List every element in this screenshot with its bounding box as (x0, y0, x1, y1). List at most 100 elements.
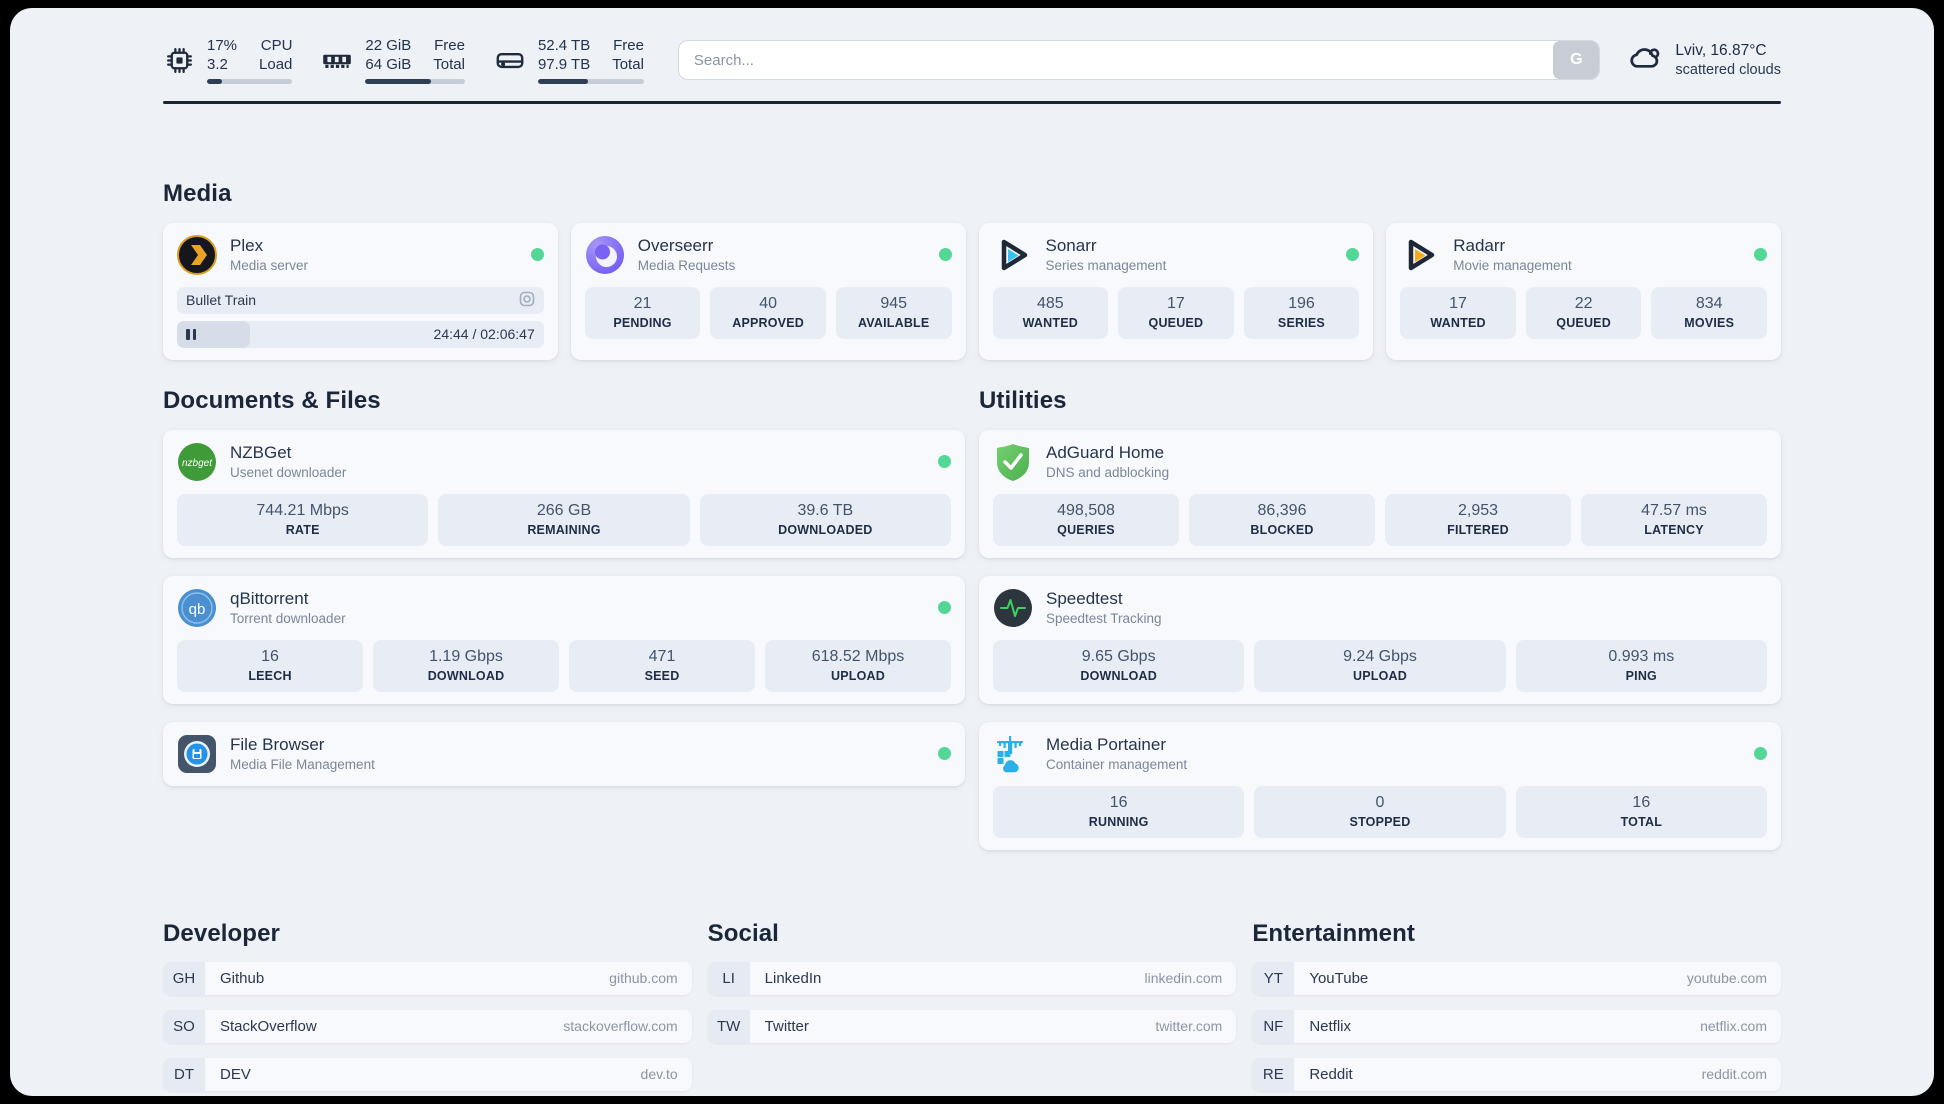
bookmark-youtube[interactable]: YT YouTube youtube.com (1252, 961, 1781, 995)
bookmark-github[interactable]: GH Github github.com (163, 961, 692, 995)
status-dot (938, 248, 952, 261)
top-bar: 17% 3.2 CPU Load (163, 36, 1781, 84)
bookmark-url: reddit.com (1701, 1066, 1767, 1082)
stat-block: 17 QUEUED (1118, 286, 1234, 339)
status-dot (1754, 747, 1767, 760)
bookmark-abbr: TW (707, 1009, 750, 1043)
service-desc: Media Requests (637, 258, 736, 273)
sonarr-icon (993, 235, 1033, 275)
memory-value-1: 22 GiB (365, 37, 412, 54)
pause-icon (186, 328, 196, 340)
cpu-value-1: 17% (207, 37, 238, 54)
bookmark-netflix[interactable]: NF Netflix netflix.com (1252, 1009, 1781, 1043)
bookmark-url: linkedin.com (1144, 970, 1223, 986)
qbittorrent-icon: qb (177, 588, 217, 628)
service-card-nzbget[interactable]: nzbget NZBGet Usenet downloader 74 (163, 429, 965, 558)
memory-value-2: 64 GiB (365, 56, 412, 73)
playback-time: 24:44 / 02:06:47 (433, 326, 535, 342)
stat-block: 86,396 BLOCKED (1189, 493, 1375, 546)
memory-icon (320, 43, 354, 77)
service-card-speedtest[interactable]: Speedtest Speedtest Tracking 9.65 Gbps DO… (979, 575, 1781, 704)
stat-block: 1.19 Gbps DOWNLOAD (373, 639, 559, 692)
overseerr-icon (585, 235, 625, 275)
bookmark-reddit[interactable]: RE Reddit reddit.com (1252, 1057, 1781, 1091)
playback-progress-row: 24:44 / 02:06:47 (177, 320, 544, 348)
stat-block: 9.24 Gbps UPLOAD (1254, 639, 1506, 692)
service-desc: Media server (230, 258, 309, 273)
search-input[interactable] (677, 40, 1601, 80)
memory-progress-bar (365, 79, 465, 84)
stat-block: 2,953 FILTERED (1385, 493, 1571, 546)
service-card-qbittorrent[interactable]: qb qBittorrent Torrent downloader (163, 575, 965, 704)
disk-icon (493, 43, 527, 77)
media-grid: Plex Media server Bullet Train (163, 222, 1781, 360)
service-card-portainer[interactable]: Media Portainer Container management 16 R… (979, 721, 1781, 850)
service-name: NZBGet (230, 443, 292, 462)
status-dot (938, 455, 951, 468)
stat-block: 16 LEECH (177, 639, 363, 692)
status-dot (530, 248, 544, 261)
stat-block: 39.6 TB DOWNLOADED (699, 493, 951, 546)
stat-block: 485 WANTED (992, 286, 1109, 339)
section-title-entertainment: Entertainment (1252, 919, 1415, 947)
service-name: Sonarr (1045, 236, 1097, 255)
service-desc: Container management (1046, 757, 1188, 772)
bookmark-name: StackOverflow (220, 1017, 317, 1035)
status-dot (938, 601, 951, 614)
bookmark-twitter[interactable]: TW Twitter twitter.com (707, 1009, 1237, 1043)
bookmark-name: Twitter (764, 1017, 809, 1035)
disk-label-2: Total (612, 56, 644, 73)
bookmark-name: Github (220, 969, 265, 987)
stat-block: 945 AVAILABLE (835, 286, 952, 339)
service-card-sonarr[interactable]: Sonarr Series management 485 WANTED 17 QUE… (978, 222, 1374, 360)
dashboard-page: 17% 3.2 CPU Load (10, 8, 1934, 1096)
session-view-icon[interactable] (519, 291, 535, 310)
status-dot (938, 747, 951, 760)
bookmark-stackoverflow[interactable]: SO StackOverflow stackoverflow.com (163, 1009, 692, 1043)
bookmark-abbr: YT (1252, 961, 1295, 995)
cpu-widget: 17% 3.2 CPU Load (163, 36, 293, 84)
bookmark-abbr: NF (1252, 1009, 1295, 1043)
search-provider-button[interactable]: G (1553, 41, 1600, 79)
section-title-social: Social (707, 919, 779, 947)
stat-block: 196 SERIES (1243, 286, 1360, 339)
disk-widget: 52.4 TB 97.9 TB Free Total (493, 36, 644, 84)
search-bar: G (677, 40, 1601, 80)
weather-location-temp: Lviv, 16.87°C (1675, 42, 1767, 59)
service-card-plex[interactable]: Plex Media server Bullet Train (163, 222, 558, 360)
bookmark-dev[interactable]: DT DEV dev.to (163, 1057, 692, 1091)
stat-block: 266 GB REMAINING (438, 493, 690, 546)
disk-progress-bar (537, 79, 644, 84)
service-card-adguard[interactable]: AdGuard Home DNS and adblocking 498,508 Q… (979, 429, 1781, 558)
stat-block: 22 QUEUED (1525, 286, 1642, 339)
stat-block: 744.21 Mbps RATE (177, 493, 429, 546)
service-card-overseerr[interactable]: Overseerr Media Requests 21 PENDING 40 APP… (570, 222, 966, 360)
resource-widgets: 17% 3.2 CPU Load (163, 36, 644, 84)
service-name: Media Portainer (1046, 735, 1167, 754)
speedtest-icon (993, 588, 1033, 628)
plex-icon (177, 234, 217, 275)
service-desc: DNS and adblocking (1046, 465, 1170, 480)
bookmark-linkedin[interactable]: LI LinkedIn linkedin.com (707, 961, 1237, 995)
bookmark-url: twitter.com (1155, 1018, 1223, 1034)
service-name: Plex (230, 236, 264, 255)
bookmark-name: YouTube (1309, 969, 1369, 987)
stat-block: 471 SEED (569, 639, 755, 692)
bookmark-name: Netflix (1309, 1017, 1352, 1035)
stat-block: 17 WANTED (1400, 286, 1516, 339)
stat-block: 0.993 ms PING (1515, 639, 1767, 692)
adguard-icon (993, 442, 1033, 482)
weather-widget: Lviv, 16.87°C scattered clouds (1626, 39, 1781, 82)
service-card-radarr[interactable]: Radarr Movie management 17 WANTED 22 QUEUE… (1386, 222, 1781, 360)
memory-label-1: Free (434, 37, 465, 54)
stat-block: 47.57 ms LATENCY (1581, 493, 1767, 546)
cpu-label-2: Load (259, 56, 293, 73)
portainer-icon (993, 734, 1033, 774)
nzbget-icon: nzbget (177, 442, 217, 482)
service-desc: Torrent downloader (230, 611, 346, 626)
service-card-filebrowser[interactable]: File Browser Media File Management (163, 721, 965, 786)
radarr-icon (1400, 235, 1440, 275)
stat-block: 16 TOTAL (1515, 785, 1767, 838)
bookmark-url: dev.to (640, 1066, 678, 1082)
now-playing-row: Bullet Train (177, 286, 544, 314)
